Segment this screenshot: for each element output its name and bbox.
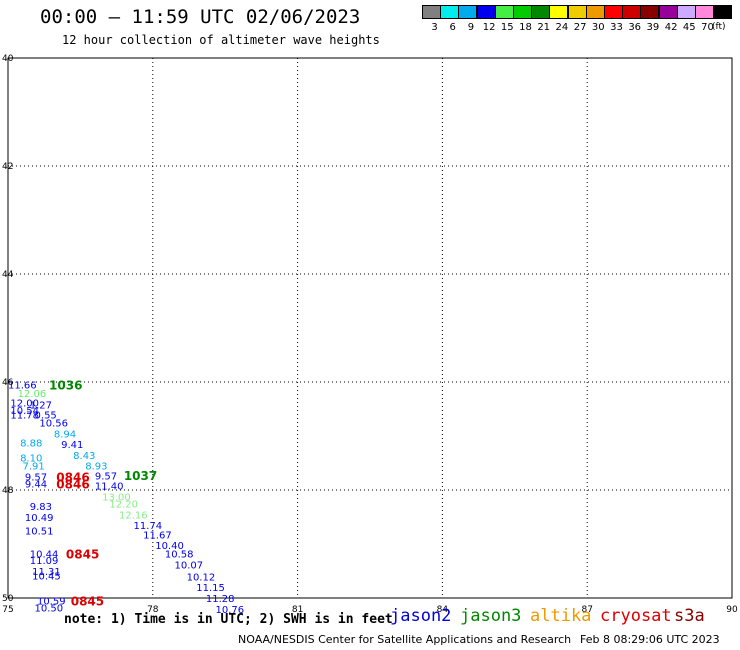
chart-subtitle: 12 hour collection of altimeter wave hei… xyxy=(62,33,380,47)
legend-label: 15 xyxy=(500,22,514,33)
wave-height-label: 10.44 xyxy=(30,550,59,561)
legend-label: 39 xyxy=(646,22,660,33)
wave-height-label: 11.67 xyxy=(143,530,172,541)
legend-label: 30 xyxy=(591,22,605,33)
wave-height-label: 10.54 xyxy=(10,406,39,417)
wave-height-label: 8.93 xyxy=(85,462,107,473)
wave-height-label: 9.83 xyxy=(30,502,52,513)
pass-time-label: 1036 xyxy=(49,379,82,393)
wave-height-label: 13.00 xyxy=(102,492,131,503)
chart-title: 00:00 — 11:59 UTC 02/06/2023 xyxy=(40,6,361,28)
wave-height-label: 8.43 xyxy=(73,451,95,462)
satellite-s3a: s3a xyxy=(674,606,705,626)
wave-height-label: 11.78 xyxy=(10,410,39,421)
y-tick-label: 50 xyxy=(2,594,14,604)
satellite-jason3: jason3 xyxy=(460,606,522,626)
wave-height-label: 10.56 xyxy=(39,419,68,430)
wave-height-label: 10.12 xyxy=(187,572,216,583)
wave-height-label: 0.55 xyxy=(35,410,57,421)
wave-height-label: 8.88 xyxy=(20,438,42,449)
x-tick-label: 84 xyxy=(437,605,449,615)
wave-height-label: 8.10 xyxy=(20,454,42,465)
wave-height-label: 11.15 xyxy=(196,583,225,594)
wave-height-label: 11.31 xyxy=(32,567,61,578)
wave-height-label: 1.27 xyxy=(30,401,52,412)
legend-swatch xyxy=(713,5,733,19)
wave-height-label: 10.59 xyxy=(37,597,66,608)
wave-height-label: 11.28 xyxy=(206,594,235,605)
wave-height-label: 11.40 xyxy=(95,482,124,493)
pass-time-label: 0845 xyxy=(66,548,99,562)
y-tick-label: 44 xyxy=(2,270,14,280)
pass-time-label: 1037 xyxy=(124,469,157,483)
wave-height-label: 10.76 xyxy=(216,605,245,616)
legend-label: 18 xyxy=(519,22,532,33)
wave-height-label: 11.09 xyxy=(30,556,59,567)
wave-height-label: 10.50 xyxy=(35,604,64,615)
legend-label: 12 xyxy=(482,22,496,33)
wave-height-label: 12.16 xyxy=(119,510,148,521)
wave-height-label: 9.57 xyxy=(25,473,47,484)
generated-date: Feb 8 08:29:06 UTC 2023 xyxy=(580,633,720,646)
wave-height-label: 10.58 xyxy=(165,550,194,561)
x-tick-label: 75 xyxy=(2,605,13,615)
legend-label: 45 xyxy=(682,22,696,33)
wave-height-label: 12.06 xyxy=(18,389,47,400)
x-tick-label: 90 xyxy=(726,605,738,615)
wave-height-label: 10.49 xyxy=(25,513,54,524)
satellite-jason2: jason2 xyxy=(390,606,452,626)
plot-frame xyxy=(7,57,733,599)
pass-time-label: 0845 xyxy=(71,595,104,609)
wave-height-label: 10.40 xyxy=(155,541,184,552)
wave-height-label: 12.00 xyxy=(10,399,39,410)
legend-label: 42 xyxy=(664,22,678,33)
credit-text: NOAA/NESDIS Center for Satellite Applica… xyxy=(238,633,572,646)
wave-height-label: 9.41 xyxy=(61,440,83,451)
legend-label: 9 xyxy=(467,22,475,33)
pass-time-label: 0846 xyxy=(56,478,89,492)
wave-height-label: 11.74 xyxy=(133,521,162,532)
wave-height-label: 12.20 xyxy=(109,500,138,511)
legend-label: 33 xyxy=(610,22,623,33)
wave-height-label: 10.45 xyxy=(32,571,61,582)
x-tick-label: 78 xyxy=(147,605,159,615)
footer-note: note: 1) Time is in UTC; 2) SWH is in fe… xyxy=(64,612,393,627)
x-tick-label: 87 xyxy=(581,605,592,615)
legend-label: 70 xyxy=(701,22,714,33)
wave-height-label: 10.51 xyxy=(25,527,54,538)
wave-height-label: 10.07 xyxy=(175,561,204,572)
legend-label: 36 xyxy=(628,22,642,33)
satellite-altika: altika xyxy=(530,606,592,626)
legend-label: 24 xyxy=(555,22,569,33)
legend-unit: (ft) xyxy=(712,22,726,32)
wave-height-label: 9.57 xyxy=(95,471,117,482)
legend-label: 21 xyxy=(537,22,551,33)
wave-height-label: 11.66 xyxy=(8,381,37,392)
legend-label: 27 xyxy=(573,22,587,33)
satellite-cryosat: cryosat xyxy=(600,606,672,626)
y-tick-label: 48 xyxy=(2,486,14,496)
x-tick-label: 81 xyxy=(292,605,303,615)
wave-height-label: 7.91 xyxy=(22,462,44,473)
pass-time-label: 0846 xyxy=(56,471,89,485)
wave-height-label: 8.94 xyxy=(54,429,76,440)
wave-height-label: 9.44 xyxy=(25,480,47,491)
y-tick-label: 42 xyxy=(2,162,13,172)
legend-label: 3 xyxy=(431,22,438,33)
legend-label: 6 xyxy=(449,22,456,33)
y-tick-label: 46 xyxy=(2,378,14,388)
y-tick-label: 40 xyxy=(2,54,14,64)
